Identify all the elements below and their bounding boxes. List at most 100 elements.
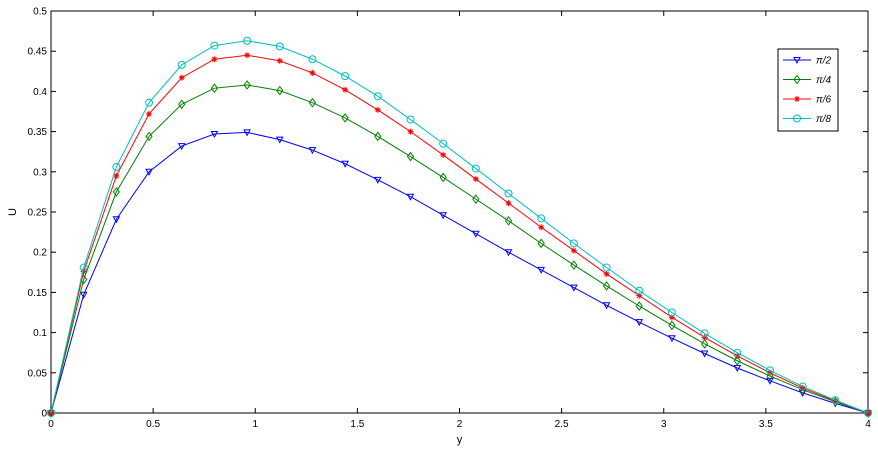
data-point bbox=[570, 247, 577, 254]
data-point bbox=[798, 382, 807, 391]
data-point bbox=[308, 97, 317, 108]
legend-label: π/4 bbox=[816, 75, 831, 86]
x-tick-label: 4 bbox=[865, 419, 871, 430]
data-point bbox=[700, 329, 709, 338]
x-axis-label: y bbox=[457, 434, 463, 446]
data-point bbox=[668, 320, 676, 331]
data-point bbox=[733, 348, 742, 357]
data-point bbox=[341, 160, 349, 168]
plot-area bbox=[50, 10, 869, 414]
legend-label: π/2 bbox=[816, 56, 831, 67]
series-line bbox=[50, 40, 869, 414]
data-point bbox=[276, 57, 283, 64]
data-point bbox=[733, 355, 741, 366]
data-point bbox=[569, 239, 578, 248]
data-point bbox=[243, 80, 251, 90]
data-point bbox=[178, 74, 185, 81]
data-point bbox=[406, 115, 415, 124]
data-point bbox=[112, 216, 121, 224]
data-point bbox=[275, 42, 284, 51]
data-point bbox=[407, 128, 414, 135]
data-point bbox=[211, 56, 218, 63]
data-point bbox=[146, 110, 153, 117]
data-point bbox=[373, 92, 382, 101]
data-point bbox=[243, 129, 251, 137]
data-point bbox=[80, 268, 87, 275]
data-point bbox=[113, 172, 120, 179]
data-point bbox=[112, 162, 121, 171]
data-point bbox=[636, 292, 643, 299]
y-tick-label: 0 bbox=[41, 409, 47, 420]
data-point bbox=[793, 114, 801, 123]
axis-ticks: 0 0.5 1 1.5 2 2.5 3 3.5 4 0 0.05 0.1 0.15 0.2 0.25 0.3 0… bbox=[28, 7, 872, 431]
data-point bbox=[668, 335, 676, 343]
series-4 bbox=[47, 36, 872, 417]
data-point bbox=[538, 224, 545, 231]
y-tick-label: 0.5 bbox=[33, 7, 47, 18]
data-point bbox=[406, 193, 415, 201]
data-point bbox=[602, 302, 611, 310]
legend-entry: π/2 bbox=[783, 56, 831, 67]
series-line bbox=[50, 131, 869, 414]
data-point bbox=[471, 164, 480, 173]
y-tick-label: 0.1 bbox=[33, 328, 47, 339]
data-point bbox=[244, 52, 251, 59]
data-point bbox=[793, 57, 801, 65]
y-tick-label: 0.45 bbox=[28, 47, 48, 58]
series-line bbox=[50, 54, 869, 414]
data-point bbox=[831, 396, 840, 405]
series-1 bbox=[47, 129, 872, 418]
x-tick-label: 0 bbox=[48, 419, 54, 430]
legend-box bbox=[777, 48, 839, 132]
data-point bbox=[145, 98, 154, 107]
data-point bbox=[570, 260, 578, 270]
data-point bbox=[210, 83, 219, 94]
data-point bbox=[799, 385, 806, 392]
data-point bbox=[794, 96, 800, 102]
legend-label: π/8 bbox=[816, 114, 831, 125]
x-tick-label: 3 bbox=[661, 419, 667, 430]
data-point bbox=[537, 238, 545, 249]
data-point bbox=[177, 143, 186, 151]
data-point bbox=[537, 266, 546, 274]
data-point bbox=[667, 308, 676, 317]
data-point bbox=[603, 270, 610, 277]
y-axis-label: U bbox=[7, 208, 19, 216]
y-tick-label: 0.4 bbox=[33, 87, 47, 98]
y-tick-label: 0.3 bbox=[33, 167, 47, 178]
data-point bbox=[374, 106, 381, 113]
data-point bbox=[832, 397, 839, 404]
x-tick-label: 1 bbox=[252, 419, 258, 430]
data-point bbox=[374, 131, 382, 142]
data-point bbox=[602, 281, 611, 291]
data-point bbox=[668, 314, 675, 321]
legend-label: π/6 bbox=[816, 95, 831, 106]
data-point bbox=[472, 176, 479, 183]
y-tick-label: 0.15 bbox=[28, 288, 48, 299]
data-point bbox=[864, 409, 872, 417]
data-point bbox=[210, 41, 219, 50]
y-tick-label: 0.35 bbox=[28, 127, 48, 138]
data-point bbox=[537, 214, 546, 223]
data-point bbox=[112, 187, 120, 197]
y-tick-label: 0.05 bbox=[28, 368, 48, 379]
data-point bbox=[341, 72, 350, 81]
data-point bbox=[47, 409, 55, 417]
data-point bbox=[793, 74, 801, 85]
data-point bbox=[635, 286, 644, 295]
x-tick-label: 2 bbox=[457, 419, 463, 430]
legend-entry: π/8 bbox=[783, 114, 831, 125]
data-point bbox=[700, 350, 709, 358]
data-point bbox=[439, 212, 448, 220]
data-point bbox=[276, 85, 284, 96]
data-point bbox=[243, 36, 252, 45]
data-point bbox=[766, 377, 774, 385]
data-point bbox=[275, 136, 284, 144]
data-series bbox=[47, 36, 872, 418]
x-tick-label: 2.5 bbox=[555, 419, 569, 430]
data-point bbox=[635, 301, 643, 311]
data-point bbox=[308, 147, 317, 155]
x-tick-label: 3.5 bbox=[759, 419, 773, 430]
data-point bbox=[373, 176, 382, 184]
legend-entry: π/4 bbox=[783, 74, 831, 86]
